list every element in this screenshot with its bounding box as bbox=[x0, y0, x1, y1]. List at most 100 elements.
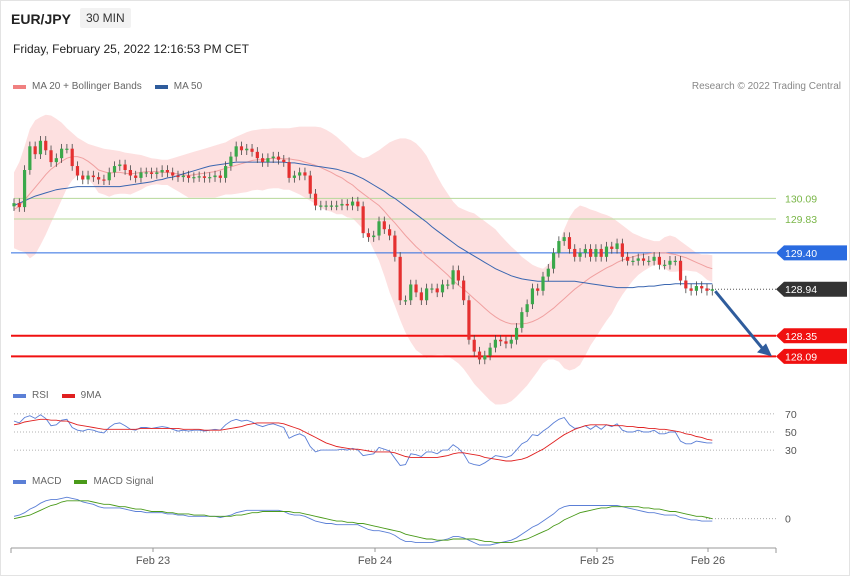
candle-body bbox=[298, 172, 302, 176]
level-label-130.09: 130.09 bbox=[785, 193, 817, 205]
macd-signal-legend-label: MACD Signal bbox=[93, 476, 154, 487]
candle-body bbox=[123, 164, 127, 170]
candle-body bbox=[213, 175, 217, 178]
candle-body bbox=[477, 351, 482, 360]
candle-body bbox=[551, 252, 556, 269]
candle-body bbox=[440, 284, 445, 293]
level-tag-129.40 bbox=[776, 245, 847, 261]
candle-body bbox=[245, 148, 249, 151]
candle-body bbox=[387, 229, 392, 236]
rsi-ma-swatch bbox=[61, 393, 75, 398]
candle-body bbox=[224, 166, 228, 178]
candle-body bbox=[641, 258, 646, 261]
candle-body bbox=[176, 175, 180, 178]
candle-body bbox=[536, 288, 540, 291]
candle-body bbox=[255, 151, 259, 159]
level-tag-128.09 bbox=[776, 348, 847, 364]
candle-body bbox=[65, 148, 69, 150]
candle-body bbox=[462, 280, 466, 301]
candle-body bbox=[165, 170, 170, 173]
candle-body bbox=[324, 205, 328, 207]
candle-body bbox=[44, 140, 48, 151]
candle-body bbox=[81, 175, 85, 180]
candle-body bbox=[239, 146, 244, 151]
research-credit: Research © 2022 Trading Central bbox=[691, 81, 841, 92]
candle-body bbox=[668, 260, 672, 265]
candle-body bbox=[366, 233, 371, 238]
candle-body bbox=[282, 159, 286, 163]
candle-body bbox=[589, 248, 593, 257]
candle-body bbox=[514, 327, 519, 340]
candle-body bbox=[578, 252, 582, 257]
macd-legend-label: MACD bbox=[32, 476, 62, 487]
candle-body bbox=[626, 256, 630, 261]
candle-body bbox=[398, 256, 402, 301]
candle-body bbox=[250, 148, 254, 152]
level-tag-text-128.94: 128.94 bbox=[785, 284, 817, 296]
candle-body bbox=[234, 146, 238, 157]
candle-body bbox=[451, 270, 455, 285]
ma50-swatch bbox=[154, 84, 168, 89]
candle-body bbox=[414, 284, 418, 293]
candle-body bbox=[372, 235, 376, 238]
candle-body bbox=[186, 175, 191, 178]
rsi-legend-label: RSI bbox=[32, 390, 49, 401]
candle-body bbox=[493, 339, 497, 348]
symbol-title: EUR/JPY bbox=[11, 11, 71, 27]
candle-body bbox=[60, 148, 64, 159]
candle-body bbox=[202, 176, 207, 178]
timeframe-badge[interactable]: 30 MIN bbox=[80, 8, 131, 28]
candle-body bbox=[467, 300, 471, 340]
candle-body bbox=[684, 280, 688, 289]
ma20-bb-legend-label: MA 20 + Bollinger Bands bbox=[32, 81, 142, 92]
candle-body bbox=[313, 193, 318, 206]
x-label-Feb 23: Feb 23 bbox=[136, 555, 170, 567]
level-tag-text-128.09: 128.09 bbox=[785, 351, 817, 363]
level-label-129.83: 129.83 bbox=[785, 214, 817, 226]
candle-body bbox=[271, 156, 275, 159]
ma20-bb-swatch bbox=[13, 84, 26, 89]
candle-body bbox=[657, 256, 661, 265]
candle-body bbox=[483, 355, 487, 360]
forecast-arrow-head bbox=[757, 343, 772, 357]
candle-body bbox=[472, 339, 476, 352]
x-label-Feb 26: Feb 26 bbox=[691, 555, 725, 567]
candle-body bbox=[192, 177, 196, 179]
candle-body bbox=[22, 170, 27, 208]
candle-body bbox=[435, 288, 439, 293]
candle-body bbox=[573, 248, 577, 257]
macd-swatch bbox=[13, 479, 26, 484]
rsi-ma-legend-label: 9MA bbox=[80, 390, 102, 401]
candle-body bbox=[557, 241, 561, 253]
candle-body bbox=[700, 286, 704, 289]
rsi-swatch bbox=[13, 393, 26, 398]
candle-body bbox=[583, 248, 587, 253]
candle-body bbox=[303, 172, 307, 176]
candle-body bbox=[155, 172, 159, 174]
candle-body bbox=[678, 260, 683, 281]
candle-body bbox=[139, 172, 143, 178]
candle-body bbox=[488, 347, 492, 356]
candle-body bbox=[287, 162, 291, 178]
macd-legend: MACD MACD Signal bbox=[13, 476, 153, 487]
candle-body bbox=[107, 172, 111, 181]
price-legend: MA 20 + Bollinger Bands MA 50 bbox=[13, 81, 202, 92]
rsi-ma-line bbox=[13, 418, 713, 462]
candle-body bbox=[673, 260, 677, 262]
candle-body bbox=[308, 175, 312, 194]
candle-body bbox=[171, 172, 175, 176]
level-tag-128.94 bbox=[776, 281, 847, 297]
candle-body bbox=[430, 288, 434, 290]
candle-body bbox=[49, 150, 53, 163]
candle-body bbox=[38, 140, 43, 155]
candle-body bbox=[276, 156, 281, 160]
candle-body bbox=[382, 221, 386, 230]
rsi-tick-30: 30 bbox=[785, 445, 797, 457]
candle-body bbox=[509, 339, 513, 344]
rsi-legend: RSI 9MA bbox=[13, 390, 101, 401]
candle-body bbox=[446, 284, 450, 286]
candle-body bbox=[610, 246, 614, 249]
candle-body bbox=[128, 170, 132, 176]
candle-body bbox=[97, 177, 101, 180]
